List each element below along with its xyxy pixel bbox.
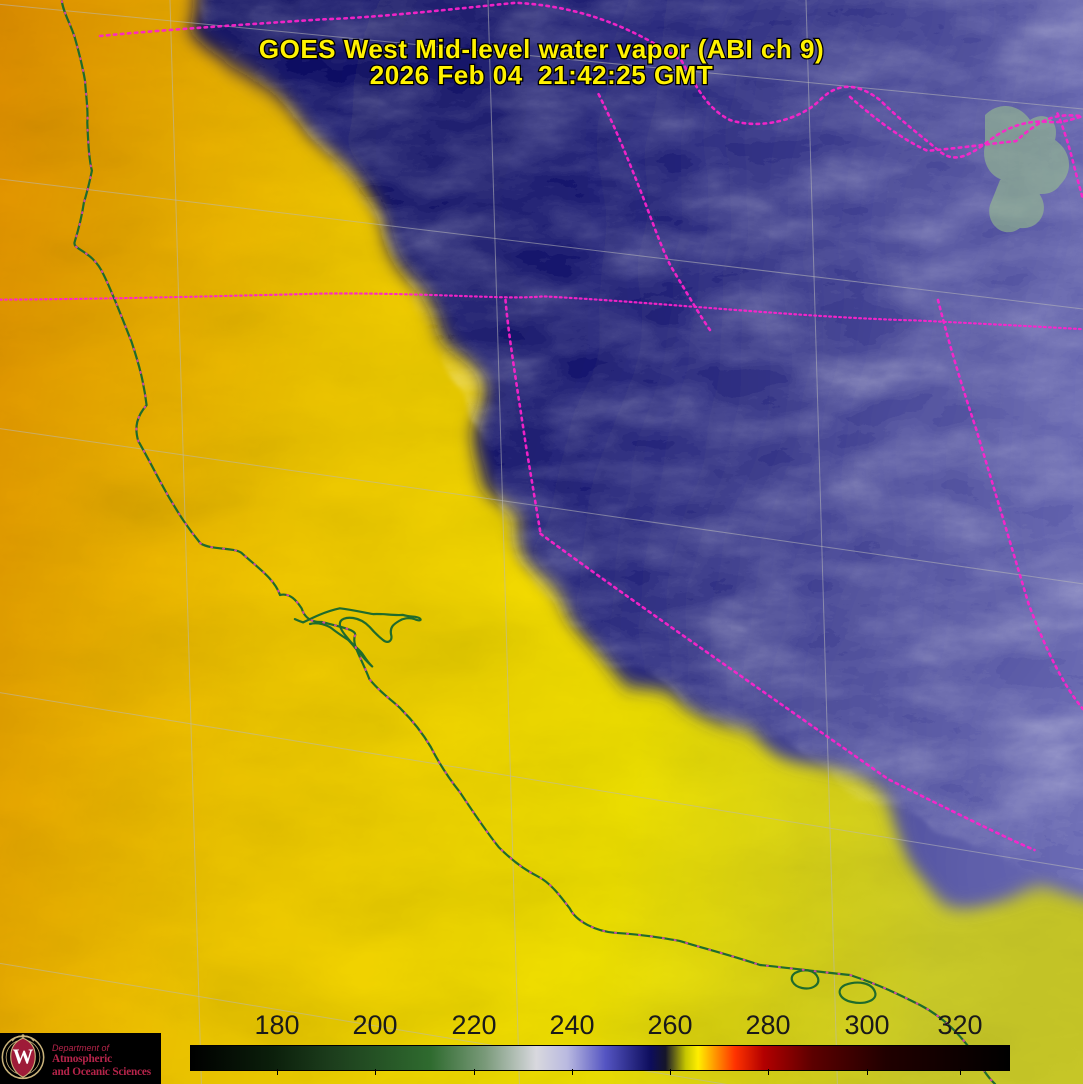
- svg-text:W: W: [13, 1046, 34, 1068]
